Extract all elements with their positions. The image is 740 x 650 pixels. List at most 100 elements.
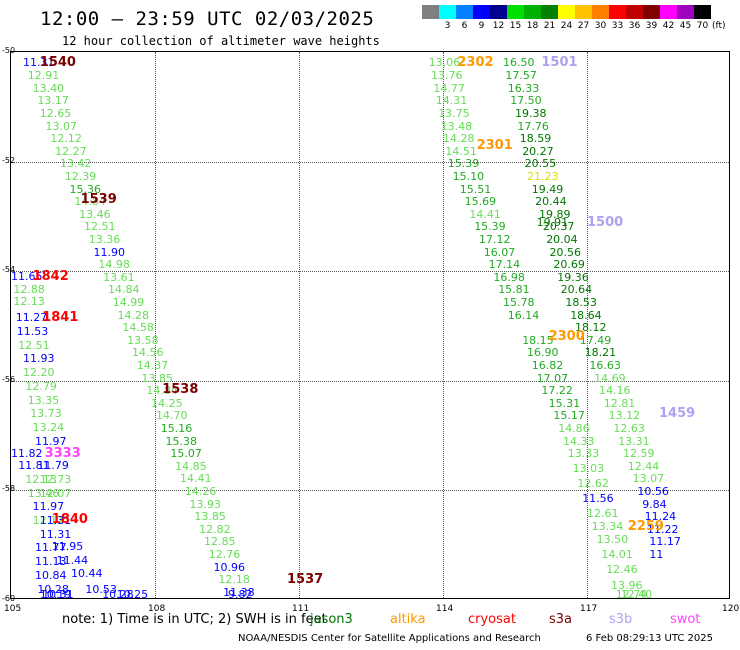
- pass-number-label: 1501: [541, 55, 578, 71]
- wave-height-label: 11.97: [32, 500, 65, 514]
- wave-height-label: 19.89: [539, 207, 571, 221]
- wave-height-label: 10.96: [213, 560, 246, 574]
- wave-height-label: 14.86: [558, 421, 590, 435]
- wave-height-label: 11.13: [35, 555, 67, 569]
- wave-height-label: 12.59: [623, 447, 655, 461]
- colorbar-swatch: [592, 5, 609, 19]
- wave-height-label: 12.85: [203, 535, 236, 549]
- colorbar-swatch: [524, 5, 541, 19]
- wave-height-label: 13.73: [30, 407, 62, 421]
- wave-height-label: 10.28: [37, 582, 69, 596]
- gridline-latitude: [11, 161, 729, 163]
- wave-height-label: 16.82: [531, 358, 564, 372]
- wave-height-label: 16.33: [507, 81, 540, 95]
- wave-height-label: 17.14: [488, 258, 521, 272]
- wave-height-label: 17.07: [536, 371, 569, 385]
- pass-number-label: 1537: [287, 572, 324, 588]
- wave-height-label: 14.28: [117, 308, 150, 322]
- colorbar-swatch: [473, 5, 490, 19]
- wave-height-label: 13.85: [194, 510, 226, 524]
- wave-height-label: 14.31: [435, 94, 468, 108]
- wave-height-label: 13.42: [59, 157, 92, 171]
- wave-height-label: 11.31: [39, 527, 72, 541]
- pass-number-label: 1500: [587, 215, 624, 231]
- gridline-latitude: [11, 271, 729, 273]
- legend-note: note: 1) Time is in UTC; 2) SWH is in fe…: [62, 612, 327, 627]
- wave-height-label: 20.64: [560, 283, 593, 297]
- wave-height-label: 13.40: [32, 81, 65, 95]
- wave-height-label: 13.93: [189, 497, 222, 511]
- colorbar-swatch: [609, 5, 626, 19]
- wave-height-label: 16.07: [483, 245, 516, 259]
- gridline-longitude: [155, 52, 156, 598]
- x-tick-label: 117: [580, 604, 598, 614]
- wave-height-label: 12.63: [613, 421, 645, 435]
- wave-height-label: 13.07: [45, 119, 78, 133]
- wave-height-label: 11.65: [11, 270, 43, 284]
- wave-height-label: 11.38: [223, 585, 255, 599]
- satellite-legend-item: cryosat: [468, 612, 516, 627]
- wave-height-label: 13.33: [567, 447, 600, 461]
- wave-height-label: 13.12: [608, 409, 641, 423]
- colorbar-tick-label: 24: [560, 21, 573, 31]
- gridline-latitude: [11, 490, 729, 492]
- pass-number-label: 1459: [659, 406, 696, 422]
- wave-height-label: 18.59: [519, 132, 552, 146]
- colorbar-swatch: [694, 5, 711, 19]
- pass-number-label: 1539: [80, 192, 117, 208]
- gridline-longitude: [587, 52, 588, 598]
- wave-height-label: 13.58: [127, 333, 159, 347]
- color-scale-labels: 3 6 9 12 15 18 21 24 27 30 33 36 39 42 45 70 (ft): [422, 21, 726, 31]
- color-scale-bar: [422, 5, 711, 19]
- wave-height-label: 12.62: [577, 477, 609, 491]
- wave-height-label: 10.56: [637, 485, 669, 499]
- wave-height-label: 14.37: [136, 358, 169, 372]
- wave-height-label: 13.76: [431, 69, 463, 83]
- wave-height-label: 10.44: [71, 567, 103, 581]
- wave-height-label: 20.27: [522, 144, 554, 158]
- wave-height-label: 20.69: [553, 258, 585, 272]
- wave-height-label: 12.76: [208, 548, 241, 562]
- wave-height-label: 17.76: [517, 119, 549, 133]
- wave-height-label: 11.27: [15, 311, 48, 325]
- chart-subtitle: 12 hour collection of altimeter wave hei…: [62, 34, 380, 48]
- colorbar-tick-label: 18: [526, 21, 539, 31]
- wave-height-label: 14.84: [107, 283, 140, 297]
- wave-height-label: 11.82: [11, 446, 43, 460]
- y-tick-label: -50: [2, 46, 16, 55]
- wave-height-label: 12.12: [50, 132, 82, 146]
- colorbar-tick-label: 12: [492, 21, 505, 31]
- colorbar-swatch: [490, 5, 507, 19]
- wave-height-label: 14.01: [601, 548, 633, 562]
- y-tick-label: -56: [2, 374, 16, 384]
- wave-height-label: 10.84: [35, 568, 67, 582]
- wave-height-label: 20.37: [542, 220, 575, 234]
- wave-height-label: 20.44: [535, 195, 567, 209]
- wave-height-label: 15.36: [69, 182, 102, 196]
- wave-height-label: 13.06: [428, 56, 461, 70]
- gridline-latitude: [11, 380, 729, 382]
- colorbar-swatch: [575, 5, 592, 19]
- wave-height-label: 11.77: [35, 541, 67, 555]
- wave-height-label: 14.58: [122, 321, 154, 335]
- satellite-legend-item: s3b: [609, 612, 633, 627]
- gridline-longitude: [299, 52, 300, 598]
- colorbar-tick-label: 36: [628, 21, 641, 31]
- x-tick-label: 120: [722, 604, 740, 614]
- wave-height-label: 13.96: [611, 578, 643, 592]
- wave-height-label: 13.61: [103, 270, 135, 284]
- wave-height-label: 14.98: [98, 258, 130, 272]
- colorbar-swatch: [677, 5, 694, 19]
- pass-number-label: 1538: [162, 381, 199, 397]
- colorbar-tick-label: 39: [645, 21, 658, 31]
- wave-height-label: 12.74: [615, 588, 648, 601]
- wave-height-label: 15.07: [170, 447, 202, 461]
- wave-height-label: 13.34: [591, 520, 624, 534]
- wave-height-label: 12.81: [603, 396, 636, 410]
- wave-height-label: 16.50: [503, 56, 535, 70]
- wave-height-label: 13.50: [596, 532, 629, 546]
- wave-height-label: 10.25: [116, 588, 149, 601]
- wave-height-label: 14.41: [179, 472, 212, 486]
- footer-timestamp: 6 Feb 08:29:13 UTC 2025: [586, 633, 713, 644]
- wave-height-label: 11.53: [16, 325, 49, 338]
